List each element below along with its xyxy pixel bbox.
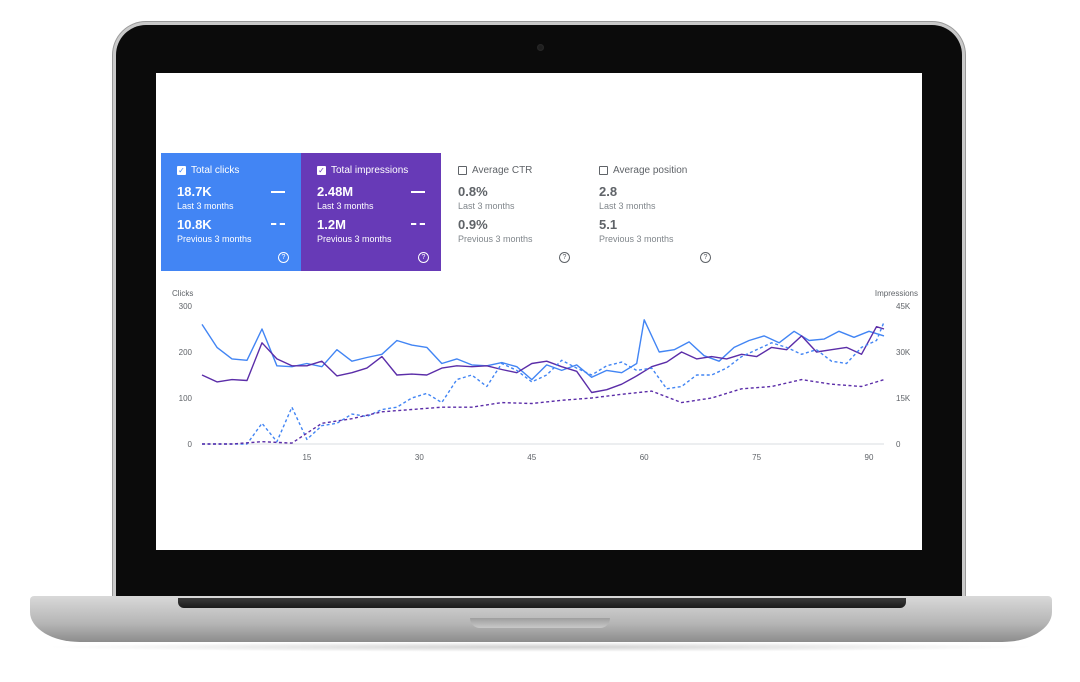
x-tick-label: 15 — [302, 453, 311, 462]
dashed-line-legend-icon — [411, 223, 425, 225]
metric-prev-period: Previous 3 months — [458, 234, 533, 244]
camera-icon — [537, 44, 544, 51]
card-total-impressions[interactable]: ✓ Total impressions 2.48M Last 3 months 1… — [301, 153, 441, 271]
performance-chart: 300 200 100 0 45K 30K 15K 0 15 30 45 60 75 90 — [179, 302, 911, 462]
solid-line-legend-icon — [411, 191, 425, 193]
metric-prev-value: 10.8K — [177, 217, 212, 232]
y-tick-right: 30K — [896, 348, 911, 357]
metric-prev-period: Previous 3 months — [317, 234, 392, 244]
checkbox-unchecked-icon[interactable] — [599, 166, 608, 175]
dashed-line-legend-icon — [271, 223, 285, 225]
y-tick-left: 300 — [179, 302, 193, 311]
card-title: Total impressions — [331, 165, 409, 176]
metric-period: Last 3 months — [317, 201, 374, 211]
metric-prev-value: 1.2M — [317, 217, 346, 232]
keyboard-slot — [178, 598, 906, 608]
y-axis-left-label: Clicks — [172, 289, 194, 298]
y-tick-right: 15K — [896, 394, 911, 403]
laptop-shadow — [40, 642, 1040, 652]
checkbox-checked-icon[interactable]: ✓ — [317, 165, 326, 175]
card-total-clicks[interactable]: ✓ Total clicks 18.7K Last 3 months 10.8K … — [161, 153, 301, 271]
series-line-3 — [202, 378, 885, 445]
series-line-2 — [202, 321, 885, 445]
help-icon[interactable]: ? — [559, 252, 570, 263]
checkbox-unchecked-icon[interactable] — [458, 166, 467, 175]
metric-period: Last 3 months — [599, 201, 656, 211]
metric-prev-period: Previous 3 months — [177, 234, 252, 244]
help-icon[interactable]: ? — [278, 252, 289, 263]
metric-period: Last 3 months — [458, 201, 515, 211]
y-tick-left: 0 — [188, 440, 193, 449]
card-average-position[interactable]: Average position 2.8 Last 3 months 5.1 P… — [583, 153, 723, 271]
help-icon[interactable]: ? — [418, 252, 429, 263]
y-tick-left: 100 — [179, 394, 193, 403]
metric-prev-period: Previous 3 months — [599, 234, 674, 244]
card-title: Total clicks — [191, 165, 240, 176]
solid-line-legend-icon — [271, 191, 285, 193]
metric-prev-value: 0.9% — [458, 217, 488, 232]
metric-value: 18.7K — [177, 184, 212, 199]
metric-value: 2.48M — [317, 184, 354, 199]
card-title: Average position — [613, 165, 688, 176]
screen: ✓ Total clicks 18.7K Last 3 months 10.8K … — [156, 73, 922, 550]
y-tick-right: 45K — [896, 302, 911, 311]
help-icon[interactable]: ? — [700, 252, 711, 263]
metric-prev-value: 5.1 — [599, 217, 618, 232]
y-tick-left: 200 — [179, 348, 193, 357]
y-tick-right: 0 — [896, 440, 901, 449]
card-title: Average CTR — [472, 165, 533, 176]
checkbox-checked-icon[interactable]: ✓ — [177, 165, 186, 175]
metric-value: 0.8% — [458, 184, 488, 199]
x-tick-label: 30 — [415, 453, 424, 462]
thumb-notch — [470, 618, 610, 628]
x-tick-label: 75 — [752, 453, 761, 462]
y-axis-right-label: Impressions — [874, 289, 918, 298]
metric-period: Last 3 months — [177, 201, 234, 211]
series-line-0 — [201, 319, 885, 381]
metric-value: 2.8 — [599, 184, 618, 199]
x-tick-label: 45 — [527, 453, 536, 462]
x-tick-label: 90 — [865, 453, 874, 462]
series-line-1 — [201, 326, 885, 394]
card-average-ctr[interactable]: Average CTR 0.8% Last 3 months 0.9% Prev… — [442, 153, 582, 271]
x-tick-label: 60 — [640, 453, 649, 462]
